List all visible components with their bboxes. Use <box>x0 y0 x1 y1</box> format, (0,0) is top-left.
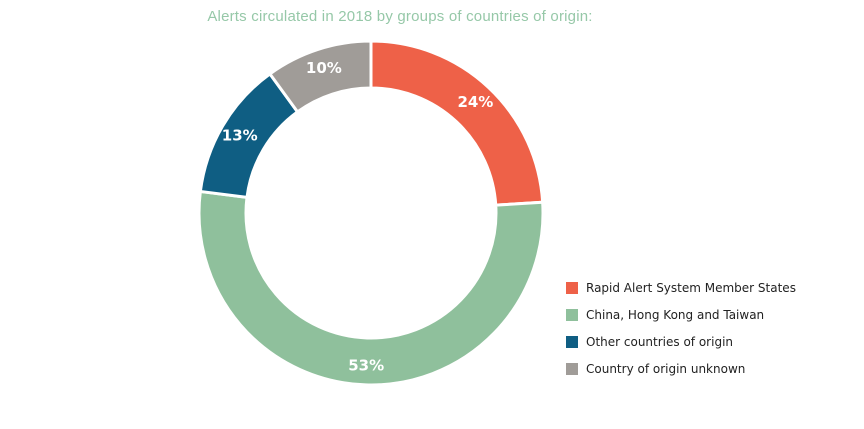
donut-slice-1 <box>369 39 545 207</box>
donut-slice-2 <box>197 189 545 387</box>
legend-swatch-other-countries <box>566 335 578 348</box>
chart-legend: Rapid Alert System Member States China, … <box>566 274 796 382</box>
chart-title: Alerts circulated in 2018 by groups of c… <box>207 8 593 25</box>
legend-swatch-rapid-alert-member-states <box>566 281 578 294</box>
slice-value-label-4: 10% <box>306 59 342 77</box>
legend-item-origin-unknown: Country of origin unknown <box>566 355 796 382</box>
legend-swatch-origin-unknown <box>566 362 578 375</box>
legend-swatch-china-hong-kong-taiwan <box>566 308 578 321</box>
donut-slice-4 <box>267 39 373 114</box>
legend-item-china-hong-kong-taiwan: China, Hong Kong and Taiwan <box>566 301 796 328</box>
legend-label: Country of origin unknown <box>586 361 746 376</box>
legend-label: China, Hong Kong and Taiwan <box>586 307 765 322</box>
legend-label: Rapid Alert System Member States <box>586 280 796 295</box>
legend-label: Other countries of origin <box>586 334 734 349</box>
legend-item-other-countries: Other countries of origin <box>566 328 796 355</box>
slice-value-label-3: 13% <box>222 126 258 144</box>
slice-value-label-2: 53% <box>348 356 384 374</box>
slice-value-label-1: 24% <box>457 93 493 111</box>
legend-item-rapid-alert-member-states: Rapid Alert System Member States <box>566 274 796 301</box>
